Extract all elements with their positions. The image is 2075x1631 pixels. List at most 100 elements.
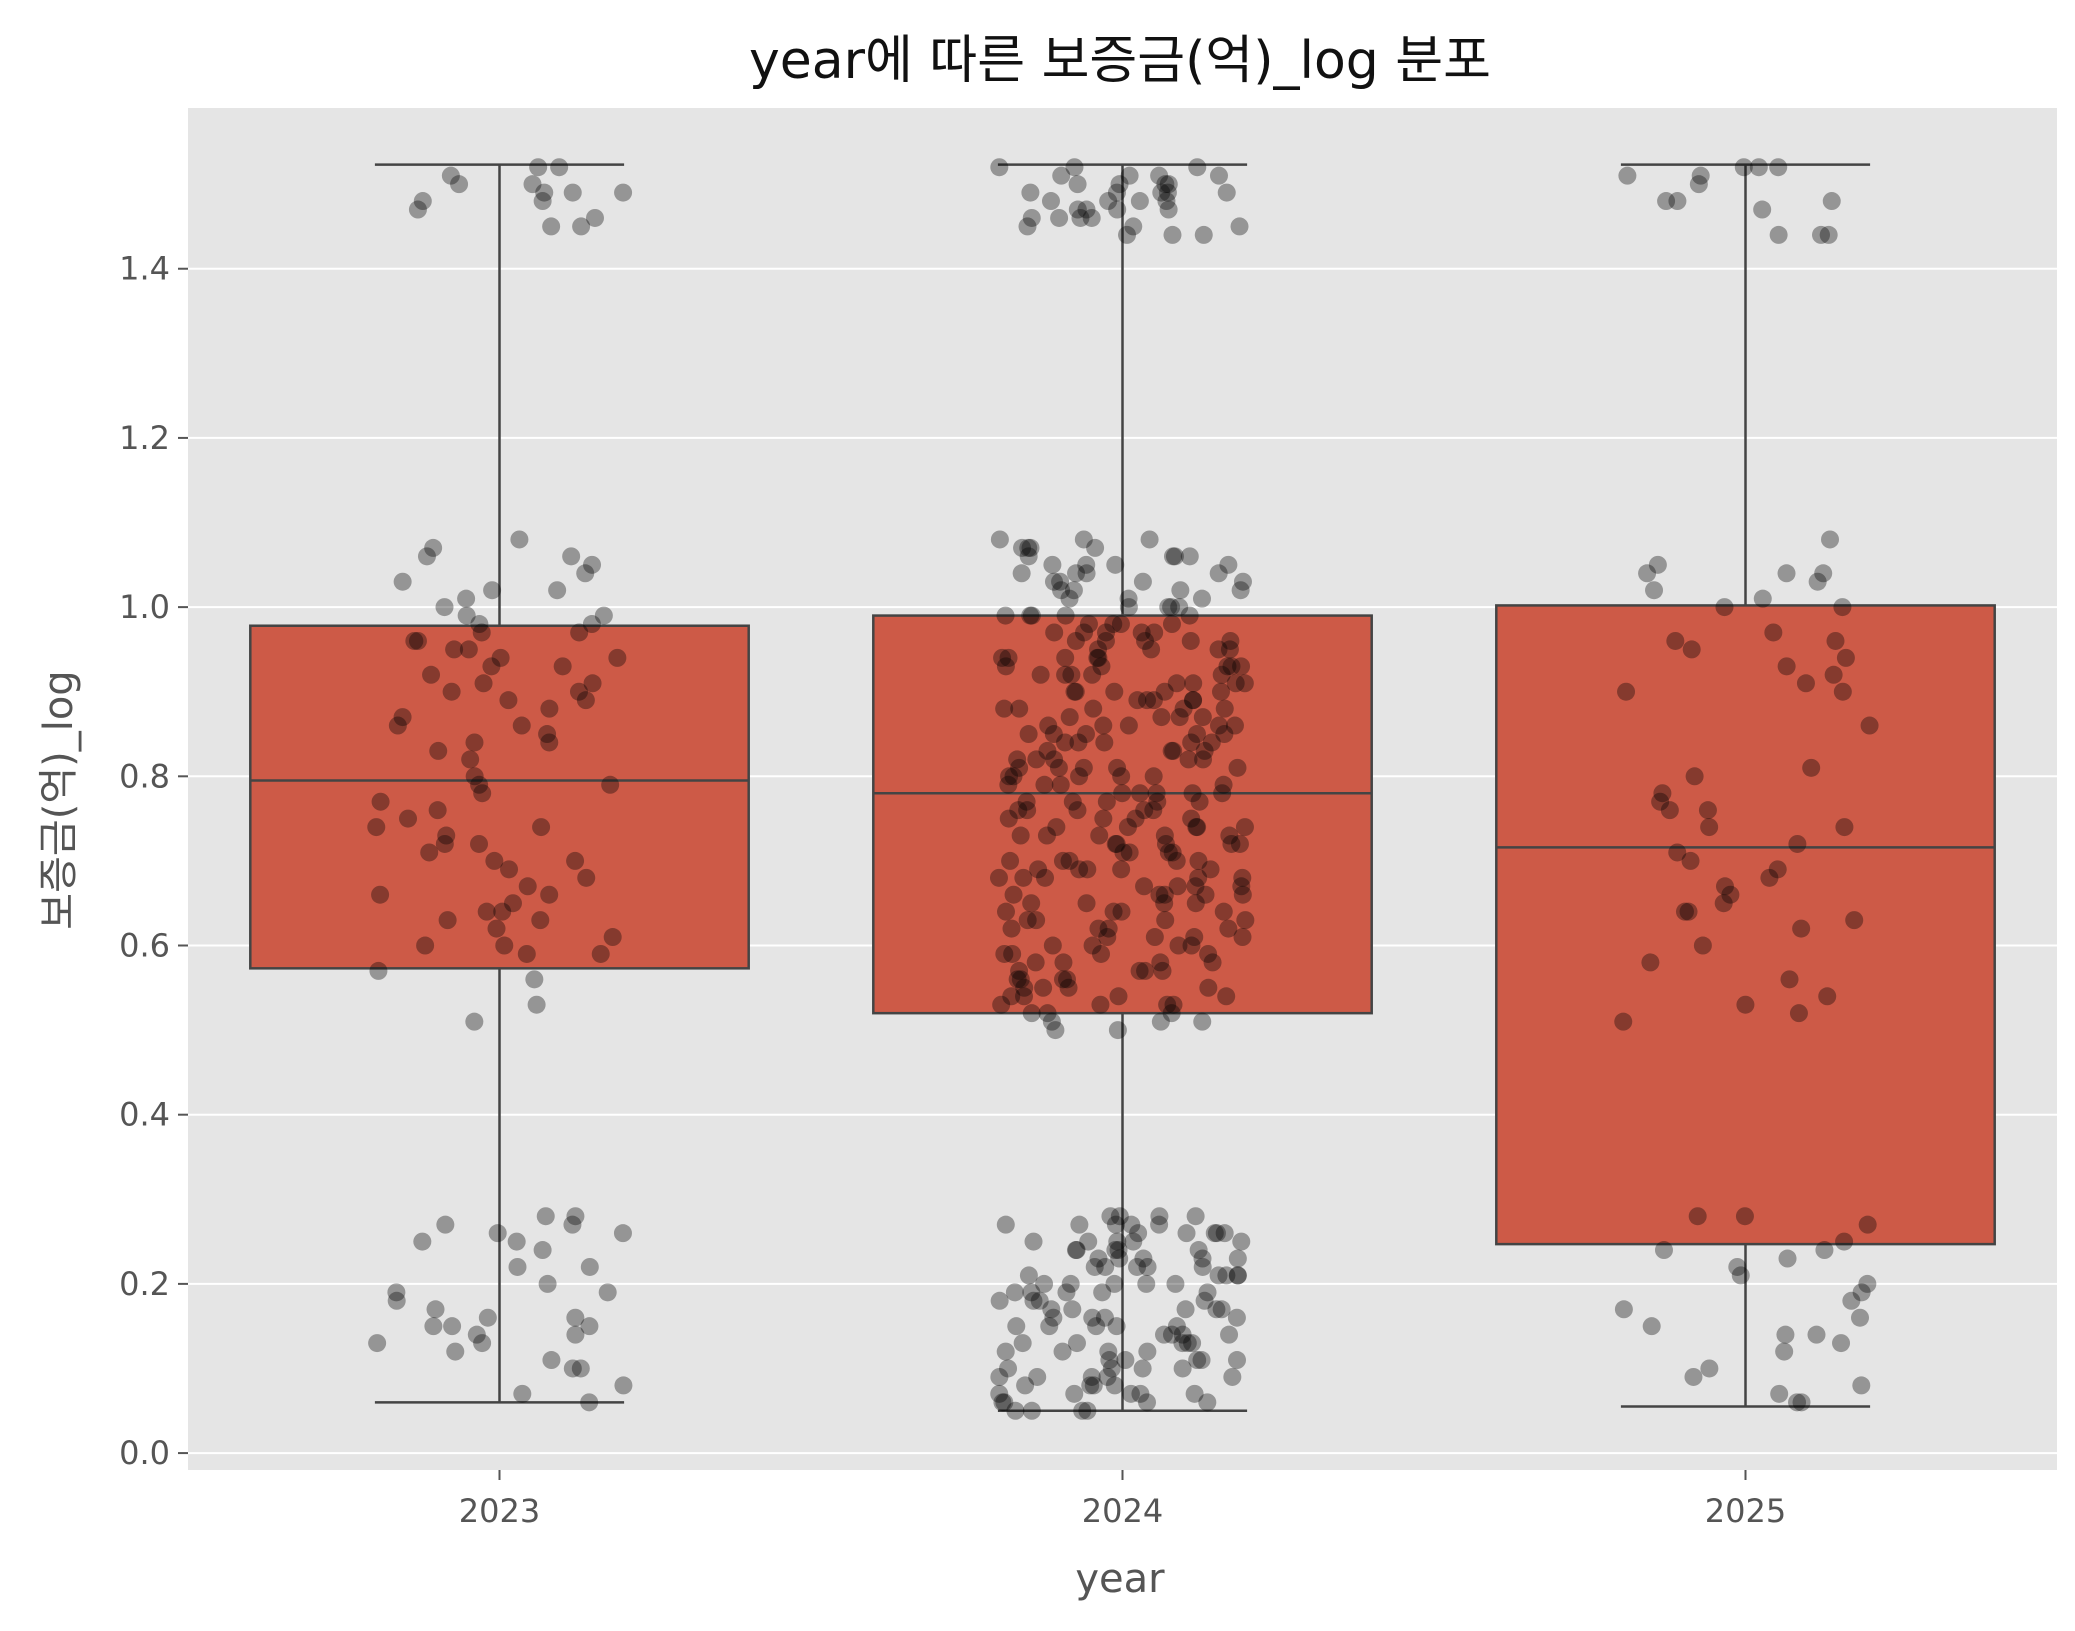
data-point (1095, 733, 1114, 752)
data-point (1218, 657, 1237, 676)
data-point (999, 1359, 1018, 1378)
data-point (1019, 1266, 1038, 1285)
data-point (1065, 158, 1084, 177)
data-point (1024, 1291, 1043, 1310)
data-point (1173, 1325, 1192, 1344)
data-point (465, 1012, 484, 1031)
data-point (1155, 1325, 1174, 1344)
y-tick-label: 1.4 (119, 250, 170, 288)
data-point (1824, 665, 1843, 684)
data-point (531, 911, 550, 930)
data-point (1045, 623, 1064, 642)
data-point (999, 648, 1018, 667)
data-point (1063, 792, 1082, 811)
data-point (1062, 665, 1081, 684)
data-point (1177, 1224, 1196, 1243)
y-tick-label: 0.6 (119, 927, 170, 965)
data-point (1155, 682, 1174, 701)
data-point (580, 1393, 599, 1412)
data-point (1005, 1283, 1024, 1302)
data-point (613, 1224, 632, 1243)
data-point (1133, 1359, 1152, 1378)
data-point (1073, 1401, 1092, 1420)
data-point (1775, 1342, 1794, 1361)
x-tick-label: 2024 (1082, 1492, 1163, 1530)
data-point (1156, 834, 1175, 853)
data-point (1069, 733, 1088, 752)
data-point (1030, 1291, 1049, 1310)
data-point (990, 158, 1009, 177)
data-point (413, 1232, 432, 1251)
data-point (1167, 851, 1186, 870)
data-point (477, 902, 496, 921)
data-point (1078, 860, 1097, 879)
data-point (488, 1224, 507, 1243)
data-point (1217, 987, 1236, 1006)
data-point (536, 1207, 555, 1226)
data-point (1207, 1224, 1226, 1243)
data-point (1860, 716, 1879, 735)
data-point (1091, 995, 1110, 1014)
data-point (535, 183, 554, 202)
data-point (1065, 1384, 1084, 1403)
data-point (1214, 775, 1233, 794)
data-point (417, 547, 436, 566)
data-point (993, 1393, 1012, 1412)
data-point (1135, 877, 1154, 896)
data-point (1819, 225, 1838, 244)
data-point (550, 158, 569, 177)
data-point (1189, 851, 1208, 870)
data-point (1089, 919, 1108, 938)
data-point (1120, 166, 1139, 185)
data-point (1228, 1266, 1247, 1285)
data-point (1788, 1393, 1807, 1412)
data-point (443, 1317, 462, 1336)
data-point (1076, 725, 1095, 744)
points-2024 (989, 158, 1255, 1420)
data-point (1075, 623, 1094, 642)
data-point (1792, 1393, 1811, 1412)
data-point (1019, 538, 1038, 557)
data-point (992, 995, 1011, 1014)
data-point (1113, 784, 1132, 803)
data-point (1056, 648, 1075, 667)
data-point (1166, 1274, 1185, 1293)
data-point (585, 208, 604, 227)
data-point (1056, 733, 1075, 752)
data-point (465, 733, 484, 752)
data-point (387, 1283, 406, 1302)
data-point (1027, 911, 1046, 930)
data-point (1193, 708, 1212, 727)
data-point (1753, 589, 1772, 608)
data-point (485, 851, 504, 870)
data-point (1070, 860, 1089, 879)
data-point (426, 1300, 445, 1319)
data-point (1061, 1274, 1080, 1293)
data-point (1128, 1257, 1147, 1276)
data-point (1021, 538, 1040, 557)
data-point (1753, 200, 1772, 219)
data-point (1163, 843, 1182, 862)
data-point (570, 623, 589, 642)
data-point (548, 581, 567, 600)
data-point (1736, 995, 1755, 1014)
data-point (1104, 615, 1123, 634)
data-point (388, 716, 407, 735)
data-point (1018, 911, 1037, 930)
data-point (1207, 1300, 1226, 1319)
data-point (1144, 767, 1163, 786)
data-point (1096, 631, 1115, 650)
data-point (1108, 200, 1127, 219)
data-point (1202, 733, 1221, 752)
data-point (1230, 217, 1249, 236)
x-tick-label: 2025 (1705, 1492, 1786, 1530)
data-point (1228, 758, 1247, 777)
data-point (438, 911, 457, 930)
data-point (405, 631, 424, 650)
data-point (1183, 1334, 1202, 1353)
data-point (563, 1215, 582, 1234)
data-point (508, 1257, 527, 1276)
data-point (424, 538, 443, 557)
data-point (996, 1342, 1015, 1361)
data-point (1228, 1249, 1247, 1268)
